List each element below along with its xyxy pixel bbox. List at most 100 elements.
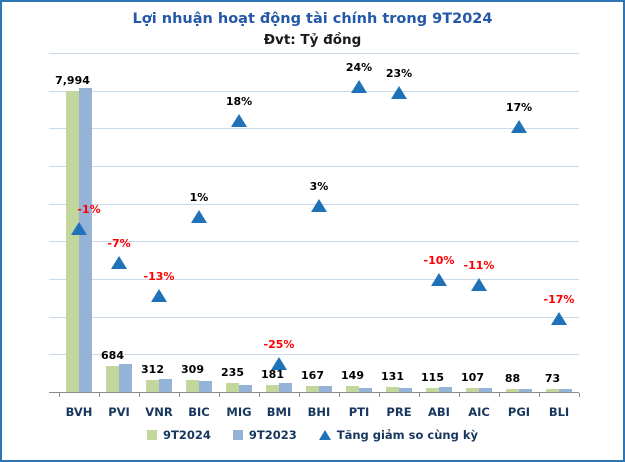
bar-9t2024-bic	[186, 380, 199, 392]
change-label-bhi: 3%	[309, 180, 329, 194]
x-axis-tick	[499, 393, 500, 397]
change-label-bic: 1%	[189, 191, 209, 205]
x-axis-tick	[299, 393, 300, 397]
category-label-pre: PRE	[386, 405, 412, 419]
x-axis-tick	[579, 393, 580, 397]
change-triangle-bli	[551, 312, 567, 326]
gridline	[49, 354, 579, 356]
category-label-bic: BIC	[188, 405, 210, 419]
change-label-pgi: 17%	[505, 100, 533, 114]
change-label-bmi: -25%	[263, 338, 295, 352]
gridline	[49, 316, 579, 318]
change-triangle-mig	[231, 114, 247, 128]
chart-title: Lợi nhuận hoạt động tài chính trong 9T20…	[132, 11, 493, 27]
gridline	[49, 166, 579, 167]
change-label-bli: -17%	[543, 293, 575, 307]
change-triangle-pti	[351, 80, 367, 94]
legend-item-9t2023: 9T2023	[232, 428, 297, 442]
bar-9t2023-bli	[559, 388, 572, 392]
bar-9t2023-mig	[239, 384, 252, 392]
x-axis-tick	[379, 393, 380, 397]
bar-9t2023-abi	[439, 387, 452, 392]
change-triangle-bmi	[271, 357, 287, 371]
value-label-bmi: 181	[261, 368, 284, 382]
category-label-bmi: BMI	[266, 405, 292, 419]
bar-9t2024-bhi	[306, 385, 319, 392]
legend-label-change: Tăng giảm so cùng kỳ	[336, 428, 478, 442]
bar-9t2024-vnr	[146, 380, 159, 392]
value-label-bhi: 167	[301, 368, 324, 382]
value-label-vnr: 312	[141, 363, 164, 377]
value-label-pgi: 88	[504, 371, 521, 385]
category-label-bhi: BHI	[307, 405, 331, 419]
change-triangle-pre	[391, 86, 407, 99]
change-label-aic: -11%	[463, 259, 495, 273]
change-label-mig: 18%	[225, 95, 253, 109]
category-label-pgi: PGI	[507, 405, 531, 419]
gridline	[49, 279, 579, 280]
x-axis-tick	[219, 393, 220, 397]
bar-9t2023-bvh	[79, 87, 92, 392]
legend-swatch-9t2023	[232, 430, 243, 440]
bar-9t2024-bvh	[66, 90, 79, 392]
bar-9t2023-aic	[479, 387, 492, 392]
value-label-abi: 115	[421, 370, 444, 384]
category-label-bli: BLI	[548, 405, 570, 419]
value-label-bli: 73	[544, 372, 561, 386]
category-label-pvi: PVI	[108, 405, 130, 419]
gridline	[49, 53, 579, 54]
legend-item-9t2024: 9T2024	[147, 428, 211, 442]
change-triangle-vnr	[151, 289, 167, 303]
bar-9t2024-abi	[426, 387, 439, 392]
change-triangle-bic	[191, 210, 207, 224]
change-label-abi: -10%	[423, 253, 455, 267]
category-label-aic: AIC	[468, 405, 490, 419]
bar-9t2023-vnr	[159, 378, 172, 392]
x-axis-tick	[459, 393, 460, 397]
value-label-pre: 131	[381, 370, 404, 384]
chart-unit-label: Đvt: Tỷ đồng	[263, 32, 362, 48]
bar-9t2023-pvi	[119, 364, 132, 392]
bar-9t2024-bli	[546, 389, 559, 392]
legend: 9T2024 9T2023 Tăng giảm so cùng kỳ	[2, 428, 623, 442]
change-triangle-aic	[471, 278, 487, 292]
change-triangle-bvh	[71, 221, 87, 235]
bar-9t2023-pti	[359, 387, 372, 392]
change-label-pvi: -7%	[107, 236, 131, 250]
bar-9t2024-aic	[466, 388, 479, 392]
bar-9t2023-bhi	[319, 385, 332, 392]
change-triangle-pvi	[111, 255, 127, 269]
value-label-bic: 309	[181, 363, 204, 377]
x-axis-tick	[99, 393, 100, 397]
value-label-pvi: 684	[101, 349, 124, 363]
bar-9t2024-pgi	[506, 388, 519, 392]
x-axis-tick	[259, 393, 260, 397]
value-label-mig: 235	[221, 366, 244, 380]
legend-label-9t2023: 9T2023	[248, 428, 297, 442]
x-axis-tick	[139, 393, 140, 397]
x-axis-tick	[419, 393, 420, 397]
change-triangle-pgi	[511, 119, 527, 133]
change-triangle-abi	[431, 272, 447, 286]
gridline	[49, 90, 579, 92]
change-label-pre: 23%	[385, 67, 413, 80]
category-label-bvh: BVH	[65, 405, 93, 419]
change-triangle-bhi	[311, 199, 327, 213]
category-label-mig: MIG	[226, 405, 252, 419]
bar-9t2023-pre	[399, 388, 412, 392]
change-label-bvh: -1%	[77, 202, 101, 216]
bar-9t2023-bic	[199, 380, 212, 392]
change-label-pti: 24%	[345, 61, 373, 75]
gridline	[49, 241, 579, 243]
bar-9t2024-pre	[386, 387, 399, 392]
x-axis-tick	[539, 393, 540, 397]
legend-swatch-9t2024	[147, 430, 157, 440]
legend-triangle-icon	[318, 430, 331, 440]
x-axis-tick	[59, 393, 60, 397]
bar-9t2024-mig	[226, 383, 239, 392]
bar-9t2024-bmi	[266, 385, 279, 392]
category-label-vnr: VNR	[145, 405, 173, 419]
change-label-vnr: -13%	[143, 270, 175, 284]
